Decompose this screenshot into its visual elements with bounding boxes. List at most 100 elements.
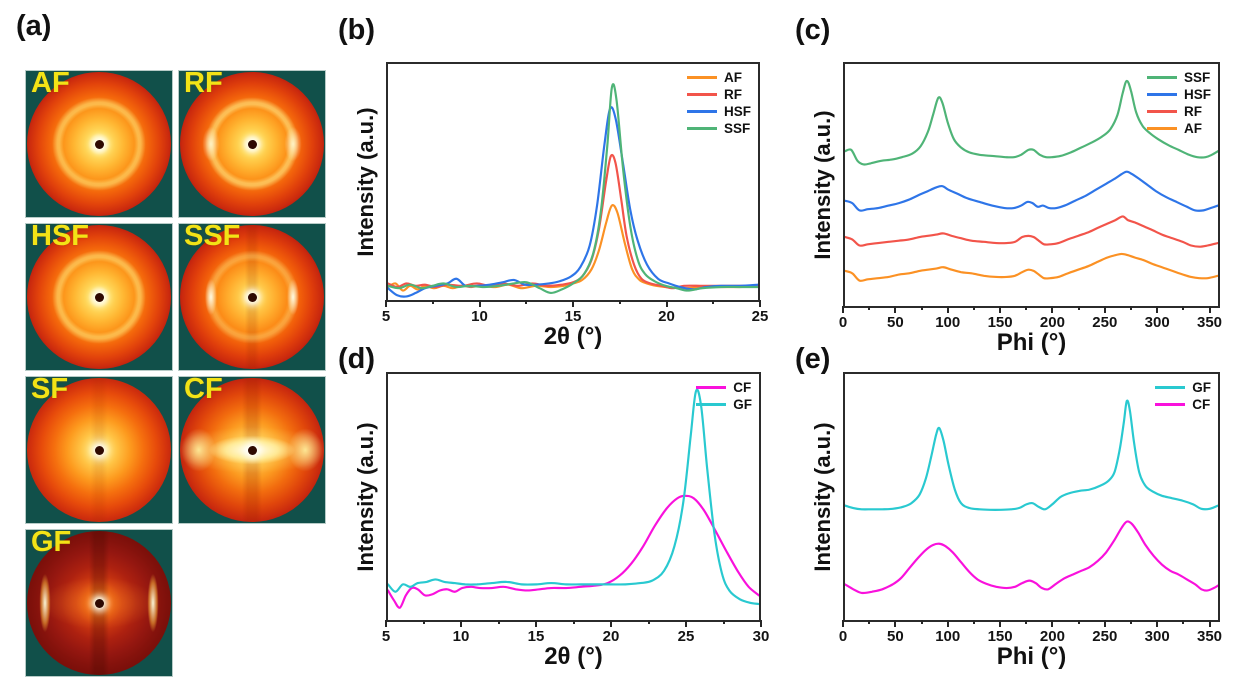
legend-line-swatch	[687, 76, 717, 79]
series-line-cf	[845, 520, 1218, 595]
x-minor-tick	[1129, 306, 1132, 310]
x-major-tick	[842, 620, 844, 627]
beam-stop-dot	[94, 598, 104, 608]
x-major-tick	[1051, 306, 1054, 313]
diffraction-pattern-grid: AF RF HSF SSF SF CF GF	[25, 70, 326, 677]
panel-d-label: (d)	[338, 343, 376, 375]
x-minor-tick	[868, 306, 871, 310]
tile-label-hsf: HSF	[31, 223, 89, 252]
x-major-tick	[1156, 620, 1159, 627]
legend-label: AF	[1184, 121, 1202, 136]
legend-label: AF	[724, 70, 742, 85]
legend-item-rf: RF	[1147, 104, 1211, 119]
beam-stop-dot	[247, 445, 257, 455]
y-axis-label: Intensity (a.u.)	[353, 107, 378, 257]
x-major-tick	[760, 620, 762, 627]
panel-a-label: (a)	[16, 10, 52, 42]
x-tick-label: 20	[602, 628, 620, 645]
legend-line-swatch	[1147, 93, 1177, 96]
tile-label-cf: CF	[184, 376, 223, 405]
legend-line-swatch	[1147, 76, 1177, 79]
x-axis-label: 2θ (°)	[543, 323, 603, 350]
series-line-cf	[388, 494, 759, 609]
x-major-tick	[894, 620, 897, 627]
x-major-tick	[894, 306, 897, 313]
x-tick-label: 250	[1092, 628, 1118, 645]
series-line-gf	[845, 399, 1218, 511]
legend-label: RF	[1184, 104, 1202, 119]
x-minor-tick	[1025, 620, 1028, 624]
x-minor-tick	[1182, 620, 1185, 624]
chart-d-series	[388, 388, 759, 609]
legend-item-cf: CF	[696, 380, 752, 395]
x-major-tick	[385, 620, 387, 627]
x-minor-tick	[572, 620, 575, 624]
diffraction-tile-rf: RF	[178, 70, 326, 218]
x-tick-label: 300	[1144, 314, 1170, 331]
diffraction-tile-cf: CF	[178, 376, 326, 524]
x-major-tick	[946, 306, 949, 313]
legend-item-hsf: HSF	[1147, 87, 1211, 102]
beam-stop-dot	[247, 139, 257, 149]
x-axis-label: 2θ (°)	[544, 643, 603, 670]
x-tick-label: 10	[452, 628, 470, 645]
series-line-hsf	[845, 170, 1218, 212]
legend-label: CF	[733, 380, 752, 395]
x-minor-tick	[422, 620, 425, 624]
x-tick-label: 15	[527, 628, 545, 645]
x-major-tick	[478, 300, 481, 307]
x-major-tick	[685, 620, 687, 627]
legend-label: GF	[733, 397, 752, 412]
x-minor-tick	[920, 620, 923, 624]
panel-e-label: (e)	[795, 343, 831, 375]
series-line-af	[388, 204, 758, 292]
x-major-tick	[1103, 306, 1106, 313]
x-minor-tick	[1182, 306, 1185, 310]
tile-label-ssf: SSF	[184, 223, 241, 252]
series-line-ssf	[388, 83, 758, 295]
x-tick-label: 5	[381, 308, 391, 325]
x-minor-tick	[525, 300, 528, 304]
legend-line-swatch	[687, 93, 717, 96]
legend-line-swatch	[1147, 127, 1177, 130]
x-minor-tick	[712, 300, 715, 304]
tile-label-af: AF	[31, 70, 70, 99]
x-major-tick	[946, 620, 949, 627]
legend-line-swatch	[687, 127, 717, 130]
x-tick-label: 25	[751, 308, 769, 325]
x-major-tick	[610, 620, 612, 627]
panel-c-label: (c)	[795, 14, 831, 46]
y-axis-label: Intensity (a.u.)	[810, 110, 835, 260]
chart-panel-d: (d) Intensity (a.u.) CF GF 5 10 15 20 25 30 2θ…	[338, 343, 769, 670]
series-line-ssf	[845, 79, 1218, 166]
diffraction-tile-hsf: HSF	[25, 223, 173, 371]
x-minor-tick	[1077, 620, 1080, 624]
x-major-tick	[1208, 620, 1211, 627]
x-major-tick	[1156, 306, 1159, 313]
beam-stop-dot	[247, 292, 257, 302]
series-line-rf	[845, 215, 1218, 248]
x-minor-tick	[722, 620, 725, 624]
x-major-tick	[1103, 620, 1106, 627]
x-tick-label: 350	[1197, 314, 1223, 331]
x-minor-tick	[972, 620, 975, 624]
legend-item-hsf: HSF	[687, 104, 751, 119]
tile-label-rf: RF	[184, 70, 223, 99]
x-minor-tick	[1025, 306, 1028, 310]
legend-item-rf: RF	[687, 87, 751, 102]
x-tick-label: 5	[381, 628, 391, 645]
legend-item-af: AF	[1147, 121, 1211, 136]
x-minor-tick	[1129, 620, 1132, 624]
x-minor-tick	[647, 620, 650, 624]
x-minor-tick	[431, 300, 434, 304]
legend-item-ssf: SSF	[687, 121, 751, 136]
x-major-tick	[999, 620, 1002, 627]
x-tick-label: 150	[987, 628, 1013, 645]
x-major-tick	[999, 306, 1002, 313]
x-major-tick	[535, 620, 537, 627]
legend-line-swatch	[696, 386, 727, 389]
x-tick-label: 20	[658, 308, 675, 325]
x-tick-label: 0	[838, 628, 848, 645]
x-tick-label: 10	[471, 308, 488, 325]
